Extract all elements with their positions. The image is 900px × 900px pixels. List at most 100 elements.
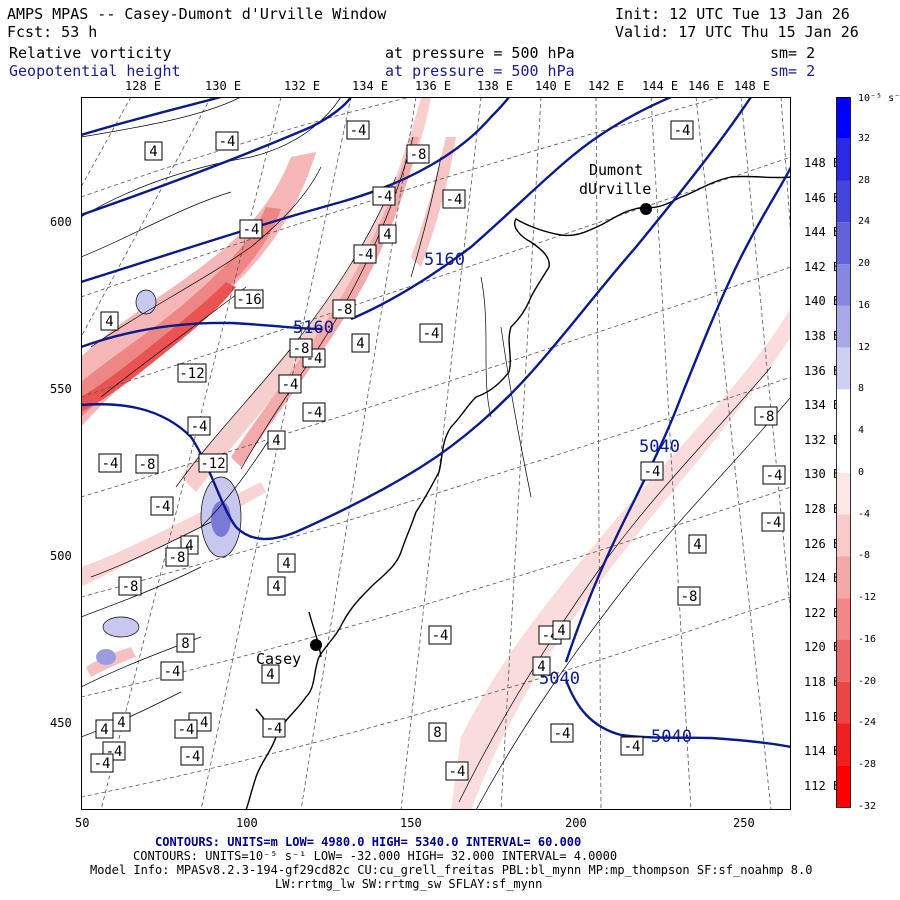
x-tick-label: 50: [75, 816, 90, 830]
svg-text:4: 4: [272, 579, 280, 595]
forecast-hour: Fcst: 53 h: [7, 23, 98, 41]
colorbar: [836, 97, 851, 808]
place-label-durville: dUrville: [579, 180, 651, 198]
vorticity-label: -12: [177, 363, 207, 383]
svg-text:4: 4: [356, 336, 364, 352]
svg-text:4: 4: [185, 538, 193, 554]
svg-text:4: 4: [537, 659, 545, 675]
vorticity-label: -4: [419, 323, 443, 343]
svg-text:-12: -12: [200, 456, 225, 472]
colorbar-segment: [836, 138, 851, 181]
vorticity-label: 4: [532, 656, 551, 676]
svg-text:-4: -4: [765, 515, 782, 531]
vorticity-label: -4: [620, 736, 644, 756]
vorticity-label: -4: [262, 718, 286, 738]
colorbar-segment: [836, 431, 851, 473]
field1-level: at pressure = 500 hPa: [385, 44, 575, 62]
top-longitude-label: 138 E: [477, 79, 514, 93]
top-longitude-label: 148 E: [734, 79, 771, 93]
field1-name: Relative vorticity: [9, 44, 172, 62]
height-contour-info: CONTOURS: UNITS=m LOW= 4980.0 HIGH= 5340…: [155, 835, 582, 849]
colorbar-segment: [836, 472, 851, 515]
right-longitude-label: 142 E: [804, 259, 841, 274]
vorticity-label: -8: [118, 576, 142, 596]
svg-text:-8: -8: [139, 457, 156, 473]
vorticity-label: -4: [372, 186, 396, 206]
colorbar-segment: [836, 765, 851, 807]
vorticity-label: 4: [267, 430, 286, 450]
vorticity-label: -4: [670, 120, 694, 140]
right-longitude-label: 144 E: [804, 225, 841, 240]
vorticity-label: -4: [90, 753, 114, 773]
vorticity-contour-info: CONTOURS: UNITS=10⁻⁵ s⁻¹ LOW= -32.000 HI…: [133, 849, 618, 863]
vorticity-label: -8: [289, 338, 313, 358]
colorbar-label: -12: [858, 592, 877, 604]
vorticity-label: -4: [550, 723, 574, 743]
colorbar-label: 32: [858, 132, 871, 144]
svg-text:-4: -4: [164, 664, 181, 680]
svg-text:-4: -4: [102, 456, 119, 472]
top-longitude-label: 132 E: [284, 79, 321, 93]
top-longitude-label: 130 E: [205, 79, 242, 93]
svg-text:-4: -4: [282, 377, 299, 393]
vorticity-label: -8: [165, 547, 189, 567]
vorticity-label: 4: [112, 712, 131, 732]
vorticity-label: -16: [234, 289, 264, 309]
vorticity-label: -4: [445, 761, 469, 781]
vorticity-label: 8: [428, 722, 447, 742]
right-longitude-label: 130 E: [804, 467, 841, 482]
y-tick-label: 600: [50, 215, 72, 229]
map-title: AMPS MPAS -- Casey-Dumont d'Urville Wind…: [7, 5, 387, 23]
x-tick-label: 150: [400, 816, 422, 830]
svg-text:4: 4: [100, 722, 108, 738]
vorticity-label: 4: [351, 333, 370, 353]
colorbar-segment: [836, 514, 851, 557]
vorticity-label: -4: [187, 416, 211, 436]
svg-text:-4: -4: [94, 756, 111, 772]
right-longitude-label: 116 E: [804, 709, 841, 724]
svg-text:-4: -4: [554, 726, 571, 742]
vorticity-label: 4: [95, 719, 114, 739]
casey-station-marker: [310, 639, 322, 651]
vorticity-label: 4: [277, 553, 296, 573]
svg-text:-8: -8: [410, 147, 427, 163]
colorbar-label: -4: [858, 508, 871, 520]
top-longitude-label: 136 E: [415, 79, 452, 93]
vorticity-label: -4: [761, 512, 785, 532]
y-tick-label: 500: [50, 549, 72, 563]
right-longitude-label: 112 E: [804, 778, 841, 793]
vorticity-label: -4: [278, 374, 302, 394]
place-label-dumont: Dumont: [589, 161, 643, 179]
field1-smooth: sm= 2: [770, 44, 816, 62]
colorbar-segment: [836, 180, 851, 223]
svg-text:-4: -4: [766, 468, 783, 484]
right-longitude-label: 132 E: [804, 432, 841, 447]
colorbar-label: -8: [858, 550, 871, 562]
colorbar-label: -20: [858, 675, 877, 687]
vorticity-label: 4: [552, 620, 571, 640]
right-longitude-label: 126 E: [804, 536, 841, 551]
svg-text:-16: -16: [236, 292, 261, 308]
vorticity-label: -4: [428, 625, 452, 645]
svg-text:-4: -4: [376, 189, 393, 205]
top-longitude-label: 144 E: [642, 79, 679, 93]
svg-text:8: 8: [181, 636, 189, 652]
svg-text:-8: -8: [758, 409, 775, 425]
field2-level: at pressure = 500 hPa: [385, 62, 575, 80]
colorbar-segment: [836, 222, 851, 265]
colorbar-unit-label: 10⁻⁵ s⁻¹: [858, 93, 900, 104]
svg-text:-4: -4: [432, 628, 449, 644]
svg-text:4: 4: [557, 623, 565, 639]
right-longitude-label: 146 E: [804, 190, 841, 205]
vorticity-label: -8: [677, 586, 701, 606]
height-label: 5160: [293, 318, 334, 338]
vorticity-label: -4: [762, 465, 786, 485]
vorticity-label: -4: [353, 244, 377, 264]
right-longitude-label: 128 E: [804, 502, 841, 516]
svg-text:4: 4: [266, 667, 274, 683]
svg-text:-4: -4: [624, 739, 641, 755]
height-label: 5160: [424, 250, 465, 270]
svg-text:-4: -4: [306, 405, 323, 421]
right-longitude-label: 124 E: [804, 571, 841, 586]
vorticity-label: 4: [378, 224, 397, 244]
